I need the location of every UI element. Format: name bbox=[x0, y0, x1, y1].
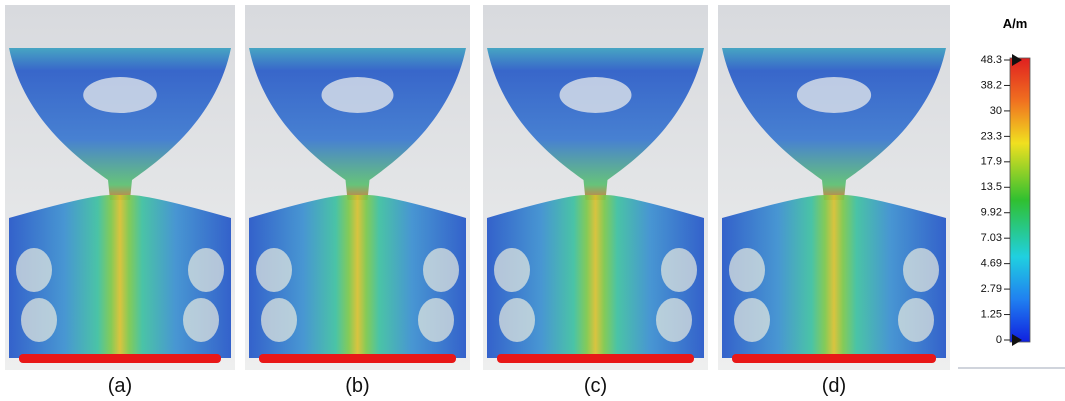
colorbar-tick-label: 1.25 bbox=[981, 308, 1002, 320]
feed-line bbox=[732, 354, 936, 363]
colorbar-tick-label: 13.5 bbox=[981, 181, 1002, 193]
colorbar-tick-label: 0 bbox=[996, 334, 1002, 346]
low-current-region bbox=[661, 248, 697, 292]
feed-line bbox=[19, 354, 221, 363]
low-current-region bbox=[656, 298, 692, 342]
low-current-region bbox=[188, 248, 224, 292]
feed-line bbox=[259, 354, 456, 363]
colorbar bbox=[1010, 58, 1030, 342]
low-current-region bbox=[797, 77, 871, 113]
panel-label: (b) bbox=[345, 375, 369, 397]
low-current-region bbox=[423, 248, 459, 292]
low-current-region bbox=[16, 248, 52, 292]
colorbar-tick-label: 4.69 bbox=[981, 258, 1002, 270]
low-current-region bbox=[499, 298, 535, 342]
colorbar-tick-label: 2.79 bbox=[981, 283, 1002, 295]
low-current-region bbox=[21, 298, 57, 342]
low-current-region bbox=[83, 77, 157, 113]
colorbar-tick-label: 38.2 bbox=[981, 79, 1002, 91]
colorbar-tick-label: 30 bbox=[990, 105, 1002, 117]
low-current-region bbox=[183, 298, 219, 342]
page: A/m (a) (b) (c) (d) 48.3 38.2 30 23.3 17.9 13.5 9.… bbox=[0, 0, 1065, 401]
low-current-region bbox=[322, 77, 394, 113]
low-current-region bbox=[734, 298, 770, 342]
feed-line bbox=[497, 354, 694, 363]
panel-label: (c) bbox=[584, 375, 607, 397]
panel-label: (a) bbox=[108, 375, 132, 397]
colorbar-unit: A/m bbox=[1003, 16, 1028, 31]
low-current-region bbox=[261, 298, 297, 342]
colorbar-tick-label: 7.03 bbox=[981, 232, 1002, 244]
low-current-region bbox=[494, 248, 530, 292]
colorbar-tick-label: 23.3 bbox=[981, 130, 1002, 142]
figure: A/m (a) (b) (c) (d) 48.3 38.2 30 23.3 17.9 13.5 9.… bbox=[0, 0, 1065, 401]
colorbar-tick-label: 9.92 bbox=[981, 207, 1002, 219]
panel-label: (d) bbox=[822, 375, 846, 397]
colorbar-tick-label: 48.3 bbox=[981, 54, 1002, 66]
low-current-region bbox=[560, 77, 632, 113]
low-current-region bbox=[903, 248, 939, 292]
low-current-region bbox=[898, 298, 934, 342]
low-current-region bbox=[729, 248, 765, 292]
low-current-region bbox=[256, 248, 292, 292]
low-current-region bbox=[418, 298, 454, 342]
colorbar-tick-label: 17.9 bbox=[981, 156, 1002, 168]
